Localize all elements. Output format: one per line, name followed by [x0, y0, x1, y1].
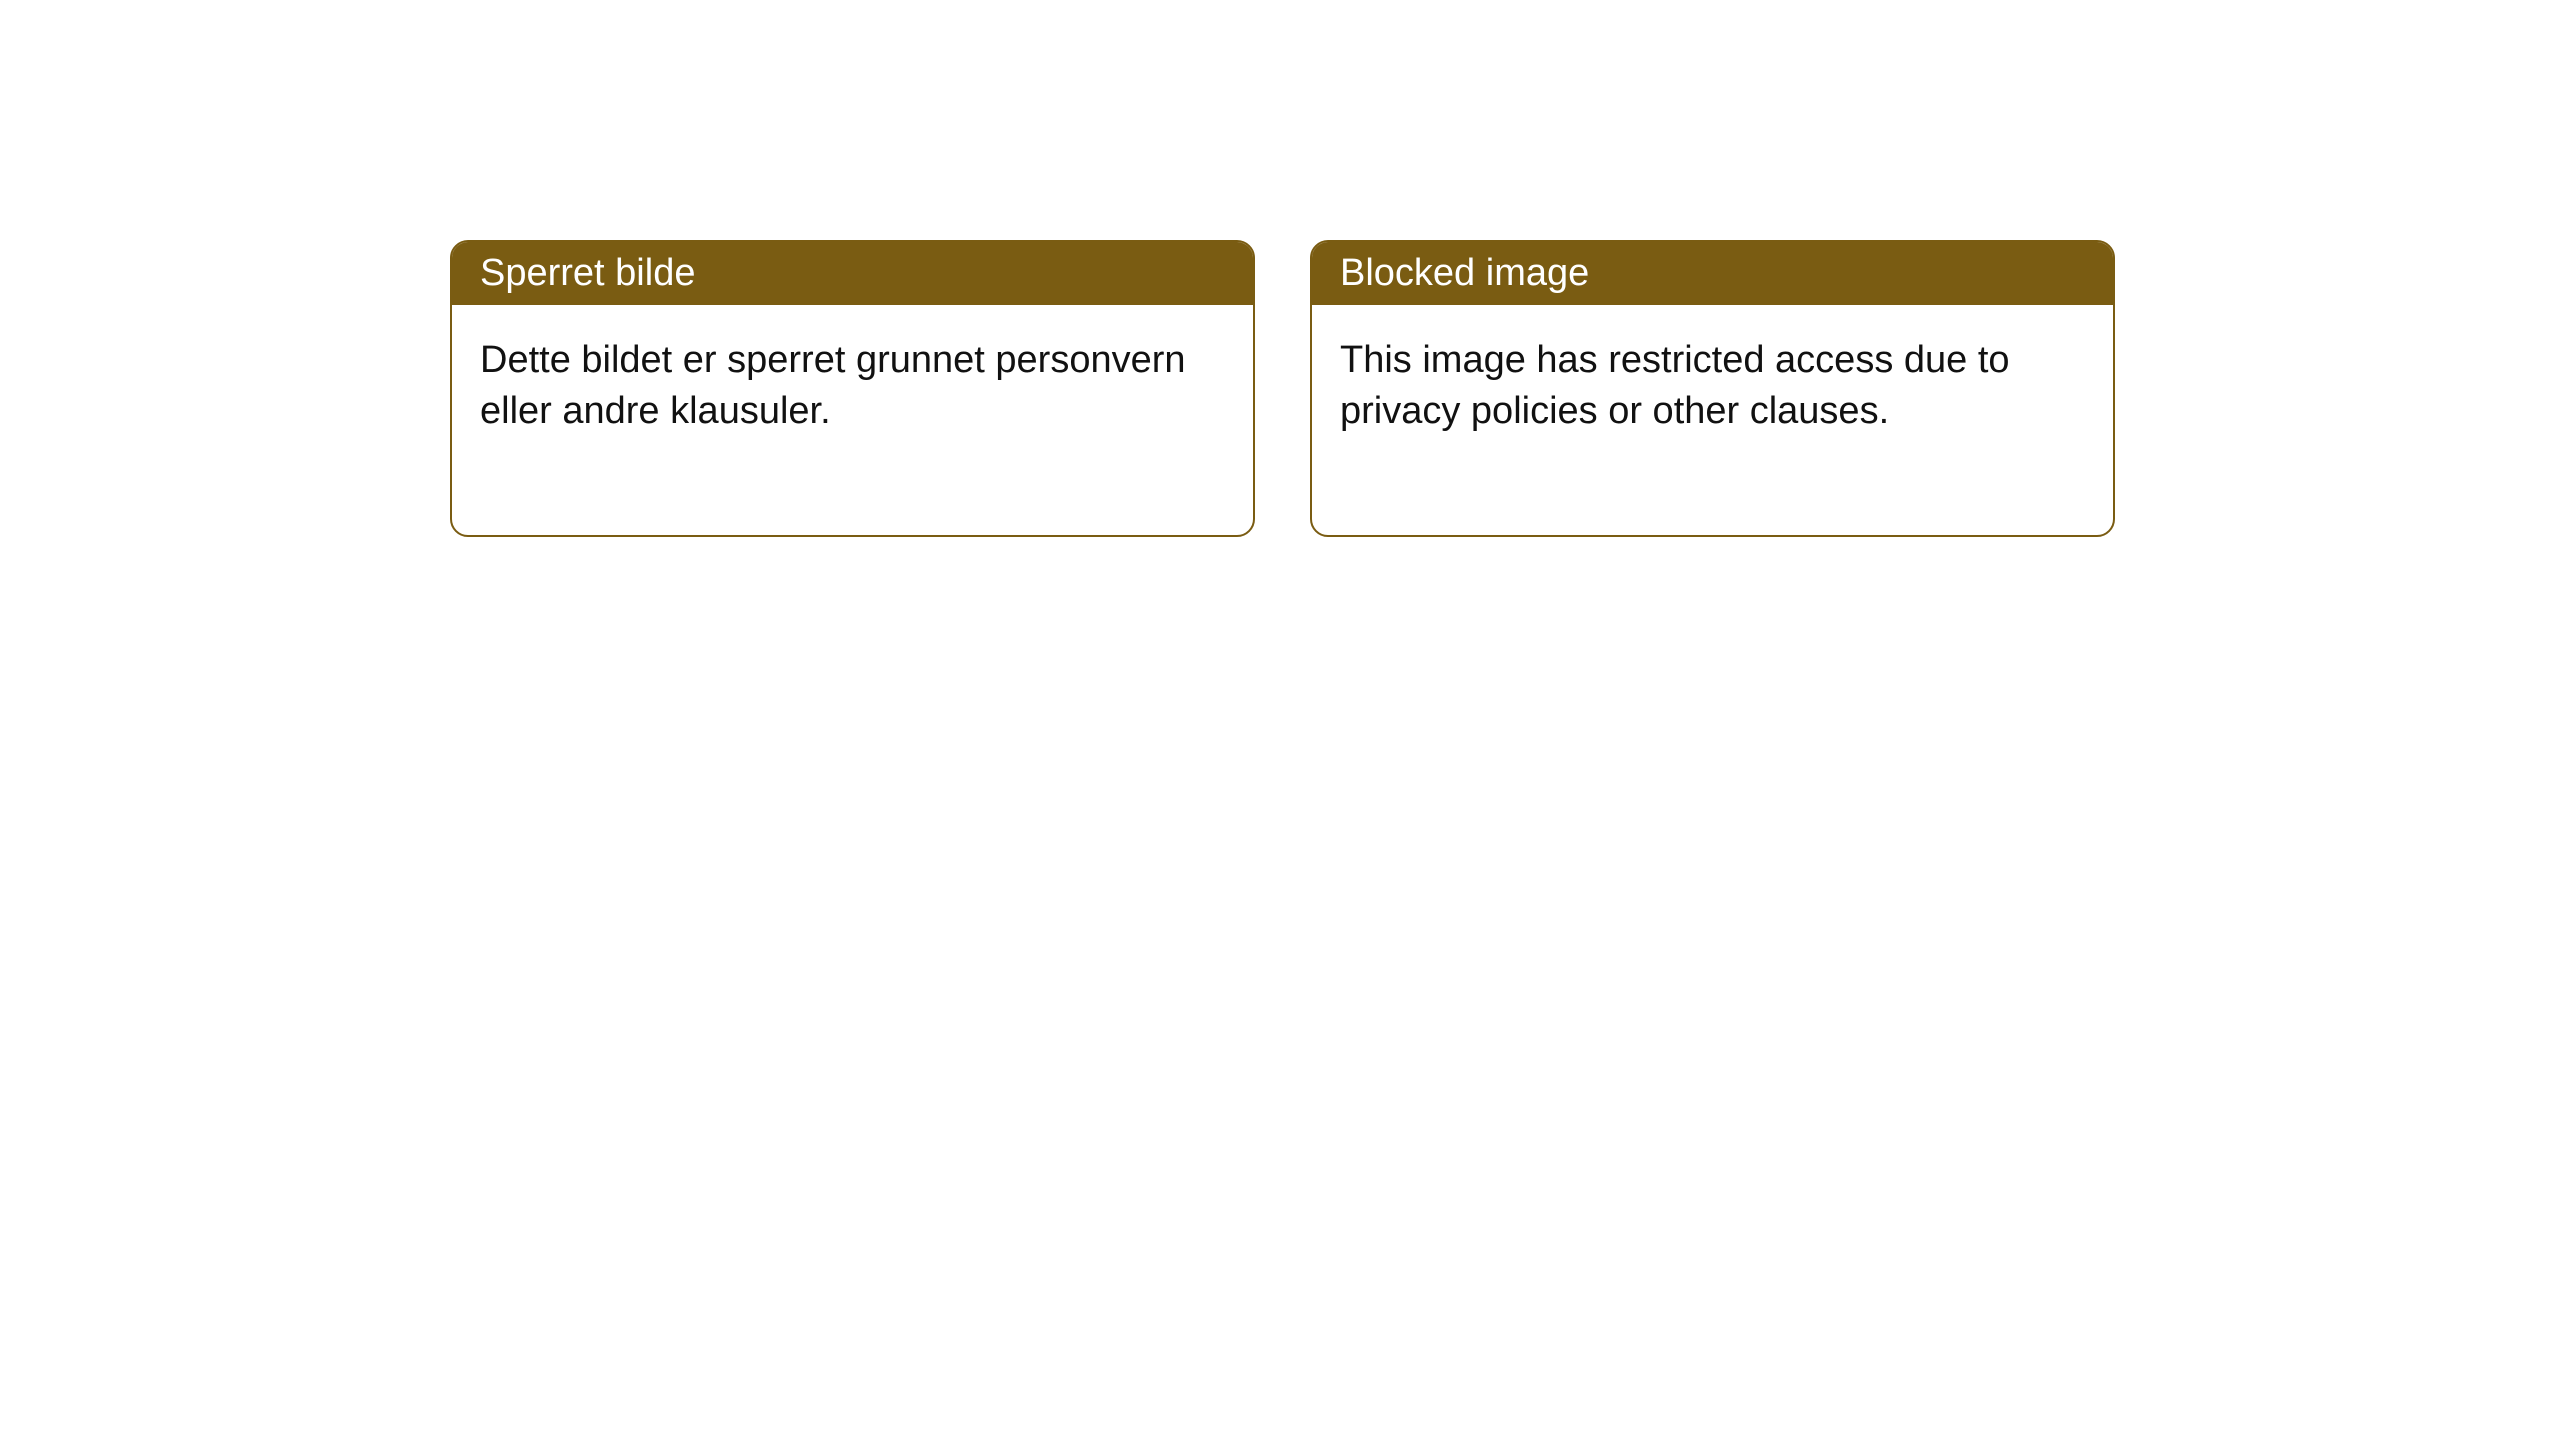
notice-title-english: Blocked image — [1340, 252, 1589, 294]
notice-card-english: Blocked image This image has restricted … — [1310, 240, 2115, 537]
notice-title-norwegian: Sperret bilde — [480, 252, 695, 294]
notice-container: Sperret bilde Dette bildet er sperret gr… — [0, 0, 2560, 537]
notice-header-english: Blocked image — [1312, 242, 2113, 305]
notice-text-norwegian: Dette bildet er sperret grunnet personve… — [480, 339, 1186, 432]
notice-text-english: This image has restricted access due to … — [1340, 339, 2010, 432]
notice-body-norwegian: Dette bildet er sperret grunnet personve… — [452, 305, 1253, 535]
notice-body-english: This image has restricted access due to … — [1312, 305, 2113, 535]
notice-card-norwegian: Sperret bilde Dette bildet er sperret gr… — [450, 240, 1255, 537]
notice-header-norwegian: Sperret bilde — [452, 242, 1253, 305]
